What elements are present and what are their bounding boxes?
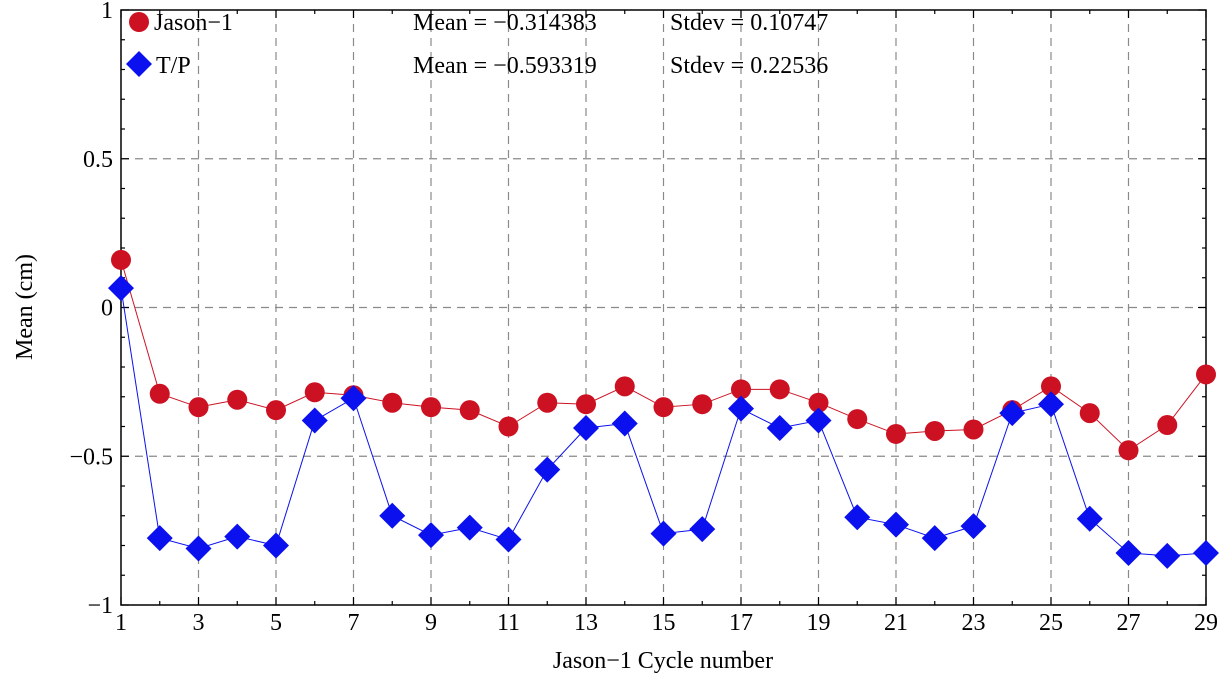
tp-data-point [108, 275, 134, 302]
x-tick-label: 1 [115, 610, 127, 636]
tp-data-point [185, 535, 212, 562]
jason1-data-point [576, 394, 596, 415]
x-tick-label: 13 [574, 610, 598, 636]
tp-data-point [1193, 539, 1219, 566]
y-tick-label: −1 [87, 593, 113, 619]
tp-data-point [999, 400, 1026, 427]
jason1-data-point [847, 409, 868, 430]
jason1-data-point [731, 379, 751, 400]
tp-data-point [611, 410, 638, 437]
tp-data-point [301, 407, 328, 434]
jason1-data-point [459, 400, 480, 421]
tp-data-point [418, 522, 444, 549]
x-tick-label: 17 [729, 610, 753, 636]
annotation-tp-mean: Mean = −0.593319 [413, 53, 597, 79]
annotation-tp-stdev: Stdev = 0.22536 [670, 53, 828, 79]
jason1-data-point [924, 420, 945, 441]
y-tick-label: 0.5 [83, 147, 113, 173]
tp-data-point [534, 456, 561, 483]
jason1-data-point [769, 379, 790, 400]
y-axis-label: Mean (cm) [12, 254, 38, 360]
x-tick-label: 7 [348, 610, 360, 636]
tp-data-point [883, 511, 909, 538]
jason1-data-point [149, 383, 170, 404]
x-tick-label: 27 [1117, 610, 1141, 636]
jason1-data-point [188, 397, 209, 418]
tp-data-point [728, 395, 754, 422]
tp-data-point [844, 504, 871, 531]
tp-data-point [263, 532, 289, 559]
jason1-data-point [1041, 376, 1061, 397]
jason1-data-point [1196, 364, 1216, 385]
jason1-data-point [227, 389, 248, 410]
tp-data-point [766, 414, 793, 441]
y-tick-label: 0 [101, 296, 113, 322]
jason1-data-point [1157, 415, 1178, 436]
jason1-data-point [1079, 403, 1100, 424]
jason1-data-point [304, 382, 325, 403]
jason1-data-point [614, 376, 635, 397]
tp-data-point [921, 525, 948, 552]
legend-label-tp: T/P [156, 53, 191, 79]
tp-data-point [456, 514, 483, 541]
jason1-data-point [886, 423, 906, 444]
jason1-data-point [653, 397, 674, 418]
x-tick-label: 9 [425, 610, 437, 636]
annotation-jason1-stdev: Stdev = 0.10747 [670, 10, 828, 36]
jason1-data-point [1118, 440, 1139, 461]
x-tick-label: 15 [652, 610, 676, 636]
jason1-data-point [382, 392, 403, 413]
y-tick-label: −0.5 [69, 444, 113, 470]
x-tick-label: 5 [270, 610, 282, 636]
x-tick-label: 25 [1039, 610, 1063, 636]
x-tick-label: 3 [193, 610, 205, 636]
jason1-data-point [963, 419, 984, 440]
tp-data-point [573, 414, 599, 441]
tp-data-point [689, 516, 716, 543]
grid-layer [121, 10, 1206, 605]
legend-marker-jason1-circle-icon [129, 12, 149, 32]
tp-data-point [340, 385, 367, 412]
jason1-data-point [498, 416, 519, 437]
tp-data-point [650, 520, 677, 547]
x-tick-label: 19 [807, 610, 831, 636]
jason1-data-point [266, 400, 286, 421]
x-axis-label: Jason−1 Cycle number [553, 648, 773, 674]
tp-data-point [146, 525, 173, 552]
jason1-data-point [537, 392, 558, 413]
tp-data-point [224, 523, 251, 550]
tp-data-point [805, 407, 832, 434]
jason1-data-point [808, 392, 829, 413]
series-layer [108, 249, 1219, 569]
tp-data-point [1038, 391, 1064, 418]
annotation-jason1-mean: Mean = −0.314383 [413, 10, 597, 36]
tp-data-point [1154, 542, 1181, 569]
x-tick-label: 11 [497, 610, 520, 636]
jason1-data-point [111, 249, 131, 270]
x-tick-label: 29 [1194, 610, 1218, 636]
tp-data-point [960, 513, 987, 540]
tp-data-point [1115, 539, 1142, 566]
x-tick-label: 23 [962, 610, 986, 636]
legend: Jason−1 T/P [126, 10, 233, 79]
ticks-layer: 1 3 5 7 9 11 13 15 17 19 21 23 25 27 29−1−0.500.51 [69, 0, 1218, 636]
tp-data-point [1076, 505, 1103, 532]
statistics-annotations: Mean = −0.314383 Stdev = 0.10747 Mean = … [413, 10, 828, 79]
legend-label-jason1: Jason−1 [154, 10, 233, 36]
y-tick-label: 1 [101, 0, 113, 24]
legend-marker-tp-diamond-icon [126, 51, 152, 77]
jason1-data-point [421, 397, 441, 418]
tp-data-point [379, 502, 406, 529]
jason1-data-point [692, 394, 713, 415]
x-tick-label: 21 [884, 610, 908, 636]
tp-data-point [495, 526, 522, 553]
